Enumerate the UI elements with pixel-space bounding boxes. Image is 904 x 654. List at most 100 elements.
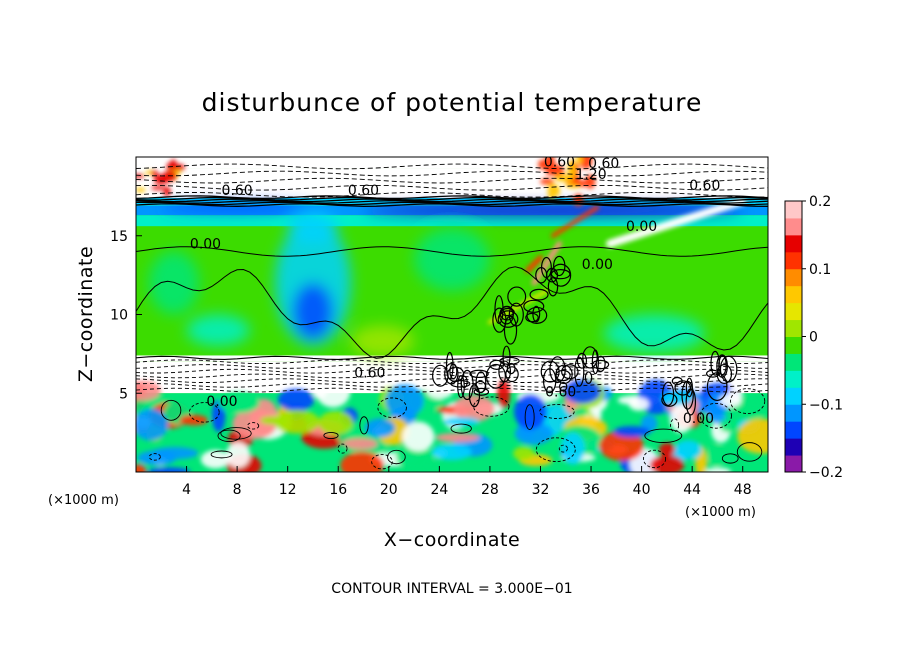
field-eddy <box>318 410 354 435</box>
contour-loop <box>555 369 571 382</box>
contour-loop <box>337 443 348 454</box>
contour-loop <box>574 356 585 387</box>
contour-line <box>136 170 768 177</box>
field-blob <box>414 227 490 291</box>
field-eddy <box>704 467 732 472</box>
contour-labels: 0.601.200.60 0.60 0.600.600.000.000.000.60… <box>190 156 720 427</box>
colorbar-step <box>785 302 802 321</box>
field-eddy <box>136 408 169 441</box>
field-eddy <box>147 467 191 472</box>
contour-loop <box>540 256 552 279</box>
field-plume <box>531 241 562 286</box>
colorbar-step <box>785 268 802 287</box>
contour-loop <box>377 397 407 418</box>
field-eddy <box>226 442 251 468</box>
x-tick-label: 12 <box>279 482 297 498</box>
y-tick-label: 5 <box>119 386 128 402</box>
contour-label: 1.20 <box>575 167 606 183</box>
contour-loop <box>188 402 220 423</box>
contour-loop <box>160 399 182 421</box>
x-tick-label: 28 <box>481 482 499 498</box>
contour-loop <box>561 364 579 380</box>
field-eddy <box>431 443 472 461</box>
contour-line <box>136 266 768 359</box>
contour-loop <box>644 428 683 443</box>
field-blob <box>148 251 200 315</box>
contour-loop <box>371 454 393 470</box>
field-eddy <box>650 455 685 472</box>
colorbar-tick-label: −0.1 <box>809 397 843 413</box>
field-eddy <box>150 170 158 177</box>
contour-line <box>136 378 768 383</box>
contour-loop <box>473 396 510 417</box>
colorbar-tick-label: 0.2 <box>809 194 831 210</box>
colorbar-step <box>785 387 802 405</box>
field-eddy <box>163 186 171 197</box>
contour-label: 0.60 <box>689 178 720 194</box>
colorbar-step <box>785 319 802 337</box>
field-eddy <box>218 392 260 414</box>
field-eddy <box>435 432 480 443</box>
contour-label: 0.60 <box>588 156 619 172</box>
x-tick-label: 24 <box>430 482 448 498</box>
field-eddy <box>136 173 146 179</box>
y-tick-label: 10 <box>110 308 128 324</box>
contour-label: 0.00 <box>206 394 237 410</box>
contour-label: 0.00 <box>190 236 221 252</box>
contour-loop <box>550 263 572 287</box>
contour-label: 0.00 <box>626 219 657 235</box>
contour-loop <box>539 404 575 419</box>
field-eddy <box>274 409 320 434</box>
y-axis-label: Z−coordinate <box>75 246 97 382</box>
contour-line <box>136 199 768 204</box>
contour-loop <box>220 427 252 440</box>
field-eddy <box>136 380 161 401</box>
contour-loop <box>730 388 766 415</box>
contour-label: 0.60 <box>348 183 379 199</box>
contour-loop <box>670 418 680 433</box>
field-eddy <box>232 408 277 440</box>
field-eddy <box>572 407 588 417</box>
field-plume <box>525 255 543 273</box>
contour-loop <box>502 345 511 368</box>
contour-loop <box>450 423 472 434</box>
contour-loop <box>661 392 678 407</box>
field-plume <box>606 197 747 248</box>
contour-loop <box>523 299 545 313</box>
field-eddy <box>311 382 328 399</box>
field-band <box>136 157 768 169</box>
field-eddy <box>136 187 146 193</box>
contour-label: 0.00 <box>683 411 714 427</box>
field-band <box>136 215 768 227</box>
contour-loop <box>549 356 566 384</box>
y-tick-label: 15 <box>110 229 128 245</box>
contour-loop <box>529 288 549 301</box>
field-eddy <box>514 422 553 445</box>
contour-loop <box>576 352 588 369</box>
contour-loop <box>535 437 576 462</box>
field-plume <box>551 205 600 238</box>
field-blob <box>186 314 250 346</box>
x-axis-unit-right: (×1000 m) <box>685 505 756 520</box>
contour-loop <box>210 450 233 459</box>
field-eddy <box>169 159 177 171</box>
contour-loop <box>503 315 518 345</box>
x-tick-label: 36 <box>582 482 600 498</box>
colorbar-step <box>785 234 802 253</box>
colorbar-tick-label: 0.1 <box>809 262 831 278</box>
field-eddy <box>513 446 535 461</box>
contour-line <box>136 184 768 191</box>
contour-label: 0.60 <box>354 366 385 382</box>
contour-line <box>136 177 768 184</box>
contour-label: 0.60 <box>222 183 253 199</box>
contour-lines <box>136 163 768 470</box>
contour-loop <box>469 369 489 379</box>
x-tick-label: 48 <box>734 482 752 498</box>
contour-line <box>136 359 768 365</box>
x-axis-ticks: 4 8 12 16 20 24 28 32 36 40 44 48 <box>182 466 752 498</box>
field-eddy <box>599 430 644 462</box>
colorbar-step <box>785 285 802 304</box>
field-eddy <box>342 438 378 450</box>
field-eddy <box>539 178 555 185</box>
contour-line <box>136 246 768 257</box>
